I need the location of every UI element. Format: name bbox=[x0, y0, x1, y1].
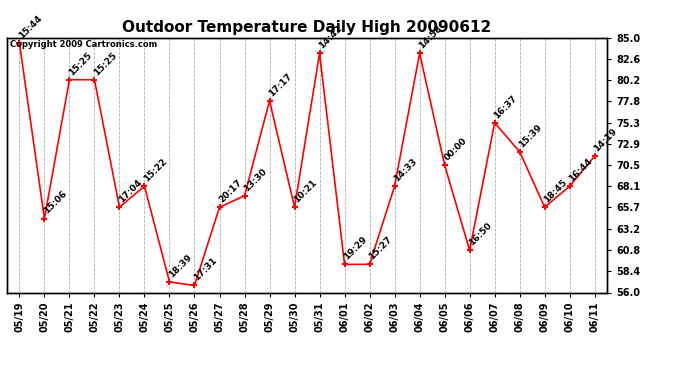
Text: 15:25: 15:25 bbox=[67, 50, 94, 77]
Text: 17:04: 17:04 bbox=[117, 178, 144, 204]
Text: 10:21: 10:21 bbox=[293, 178, 319, 204]
Text: 15:25: 15:25 bbox=[92, 50, 119, 77]
Text: 18:39: 18:39 bbox=[167, 252, 194, 279]
Text: 13:30: 13:30 bbox=[242, 166, 269, 193]
Text: 00:00: 00:00 bbox=[442, 136, 469, 162]
Text: 16:37: 16:37 bbox=[493, 93, 519, 120]
Text: 20:17: 20:17 bbox=[217, 178, 244, 204]
Title: Outdoor Temperature Daily High 20090612: Outdoor Temperature Daily High 20090612 bbox=[122, 20, 492, 35]
Text: 17:31: 17:31 bbox=[193, 256, 219, 283]
Text: 15:06: 15:06 bbox=[42, 189, 69, 216]
Text: 14:58: 14:58 bbox=[417, 24, 444, 51]
Text: 17:17: 17:17 bbox=[267, 71, 294, 98]
Text: 15:27: 15:27 bbox=[367, 235, 394, 262]
Text: 15:44: 15:44 bbox=[17, 13, 44, 40]
Text: 16:50: 16:50 bbox=[467, 221, 494, 248]
Text: 16:44: 16:44 bbox=[567, 156, 594, 183]
Text: 19:29: 19:29 bbox=[342, 235, 369, 262]
Text: Copyright 2009 Cartronics.com: Copyright 2009 Cartronics.com bbox=[10, 40, 157, 49]
Text: 14:33: 14:33 bbox=[393, 157, 419, 183]
Text: 14:42: 14:42 bbox=[317, 24, 344, 51]
Text: 18:45: 18:45 bbox=[542, 178, 569, 204]
Text: 15:39: 15:39 bbox=[518, 122, 544, 149]
Text: 15:22: 15:22 bbox=[142, 157, 169, 183]
Text: 14:19: 14:19 bbox=[593, 127, 620, 153]
